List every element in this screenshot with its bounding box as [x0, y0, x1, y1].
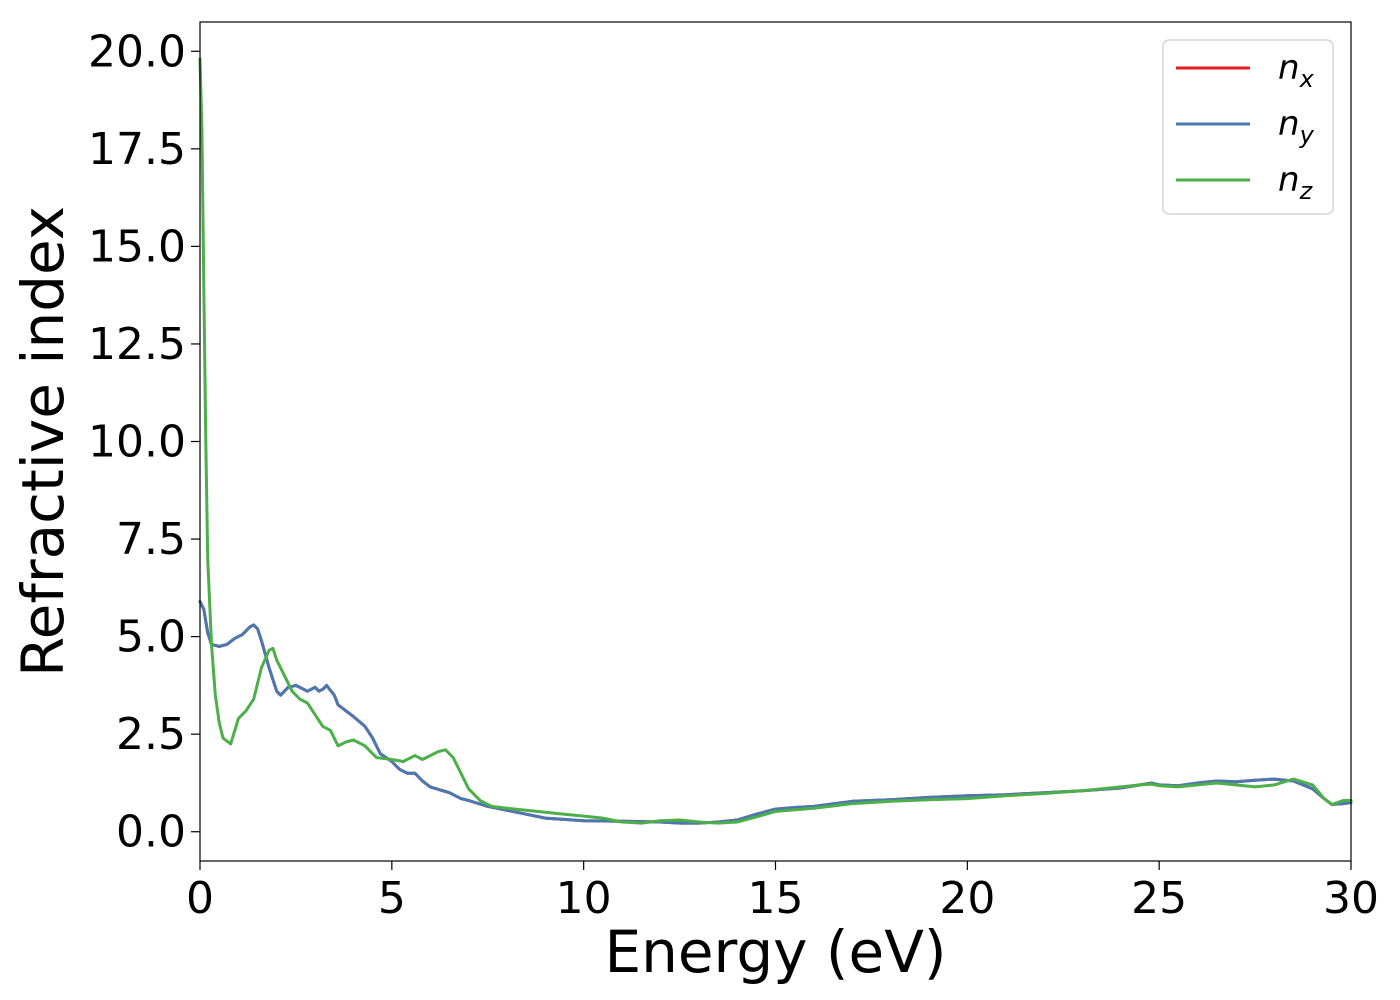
legend-entry: nx: [1278, 48, 1315, 93]
legend-box: [1162, 39, 1334, 215]
legend-entry-name: n: [1278, 104, 1300, 144]
legend-entry-subscript: y: [1299, 121, 1315, 149]
y-tick-label: 2.5: [116, 709, 186, 760]
y-tick-label: 17.5: [88, 124, 186, 175]
y-axis-title: Refractive index: [9, 206, 77, 677]
y-tick-label: 7.5: [116, 514, 186, 565]
y-tick-label: 10.0: [88, 417, 186, 468]
y-tick-label: 20.0: [88, 26, 186, 77]
legend-entry-name: n: [1278, 48, 1300, 88]
x-tick-label: 15: [748, 873, 804, 924]
x-tick-label: 0: [186, 873, 214, 924]
y-tick-label: 0.0: [116, 807, 186, 858]
y-tick-label: 12.5: [88, 319, 186, 370]
y-tick-label: 5.0: [116, 612, 186, 663]
x-tick-label: 30: [1323, 873, 1379, 924]
legend-entry: nz: [1278, 160, 1314, 205]
x-tick-label: 5: [378, 873, 406, 924]
y-tick-label: 15.0: [88, 221, 186, 272]
series-line-nz: [198, 57, 1353, 825]
legend-entry: ny: [1278, 104, 1315, 149]
legend-entry-subscript: x: [1299, 65, 1315, 93]
series-layer: [198, 57, 1353, 825]
x-axis-title: Energy (eV): [604, 918, 946, 986]
x-tick-label: 20: [939, 873, 995, 924]
legend-entry-subscript: z: [1299, 177, 1314, 205]
legend-entry-name: n: [1278, 160, 1300, 200]
x-axis-ticks: 0 5 10 15 20 25 30: [186, 861, 1379, 924]
x-tick-label: 25: [1131, 873, 1187, 924]
y-axis-ticks: 0.0 2.5 5.0 7.5 10.0 12.5 15.0 17.5 20.0: [88, 26, 200, 858]
x-tick-label: 10: [556, 873, 612, 924]
